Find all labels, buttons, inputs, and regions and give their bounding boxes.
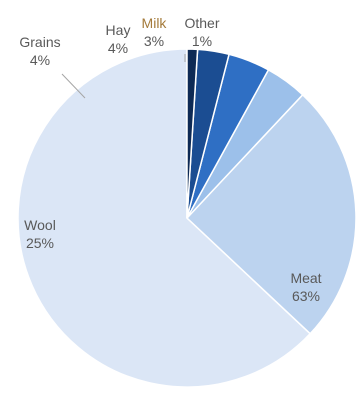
slice-label-other: Other 1% — [184, 15, 219, 49]
slice-category: Hay — [106, 22, 131, 38]
slice-percent: 4% — [30, 52, 50, 68]
pie-slices — [17, 48, 357, 388]
slice-category: Wool — [24, 217, 56, 233]
slice-percent: 25% — [26, 235, 54, 251]
slice-label-meat: Meat 63% — [290, 270, 321, 304]
slice-label-wool: Wool 25% — [24, 217, 56, 251]
pie-slice-wool — [185, 93, 357, 335]
slice-percent: 3% — [144, 33, 164, 49]
slice-label-hay: Hay 4% — [106, 22, 131, 56]
slice-label-milk: Milk 3% — [142, 15, 168, 49]
pie-slice-meat — [17, 48, 312, 388]
slice-percent: 63% — [292, 288, 320, 304]
slice-category: Meat — [290, 270, 321, 286]
slice-category: Grains — [19, 34, 60, 50]
leader-line-grains — [61, 73, 86, 99]
slice-labels: Meat 63% Wool 25% Grains 4% Hay 4% Milk 3% Other 1% — [19, 15, 321, 304]
pie-slice-other — [186, 48, 199, 219]
slice-percent: 4% — [108, 40, 128, 56]
leader-lines — [61, 54, 186, 99]
slice-percent: 1% — [192, 33, 212, 49]
slice-category: Milk — [142, 15, 168, 31]
slice-label-grains: Grains 4% — [19, 34, 60, 68]
slice-category: Other — [184, 15, 219, 31]
